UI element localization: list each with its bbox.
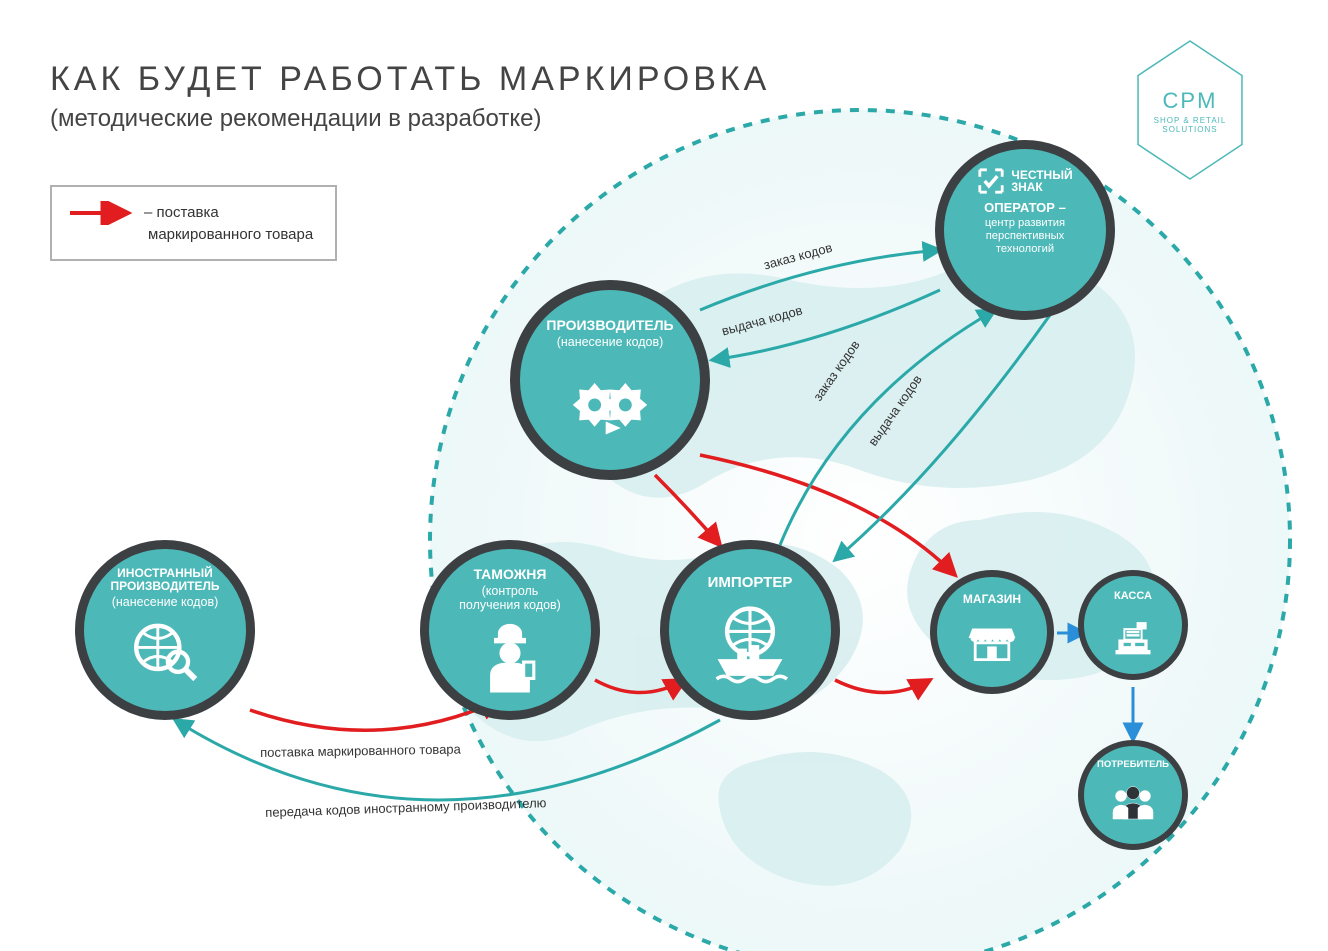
node-shop: МАГАЗИН [930, 570, 1054, 694]
edge-importer-to-shop-red [835, 680, 930, 693]
node-operator-desc: центр развитияперспективныхтехнологий [985, 217, 1065, 256]
customs-icon [471, 618, 549, 696]
globe-search-icon [129, 615, 201, 687]
page-title: КАК БУДЕТ РАБОТАТЬ МАРКИРОВКА [50, 60, 770, 99]
node-foreign-subtitle: (нанесение кодов) [112, 595, 218, 609]
node-customs-subtitle: (контрольполучения кодов) [459, 584, 561, 612]
node-cash: КАССА [1078, 570, 1188, 680]
node-consumer-title: ПОТРЕБИТЕЛЬ [1097, 760, 1169, 770]
operator-brand: ЧЕСТНЫЙ3НАК [977, 167, 1072, 195]
node-producer-subtitle: (нанесение кодов) [557, 335, 663, 349]
ship-globe-icon [706, 598, 794, 686]
node-consumer: ПОТРЕБИТЕЛЬ [1078, 740, 1188, 850]
node-foreign-title: ИНОСТРАННЫЙПРОИЗВОДИТЕЛЬ [110, 567, 219, 593]
edge-producer-importer-red [655, 475, 720, 545]
people-icon [1108, 776, 1158, 826]
node-importer: ИМПОРТЕР [660, 540, 840, 720]
edge-importer-to-foreign-teal [175, 720, 720, 800]
cash-icon [1109, 608, 1157, 656]
legend-arrow-icon [68, 201, 138, 225]
node-operator-title: ОПЕРАТОР – [984, 201, 1066, 215]
legend-text-line2: маркированного товара [148, 225, 313, 245]
shop-icon [964, 612, 1020, 668]
node-producer-title: ПРОИЗВОДИТЕЛЬ [546, 318, 673, 333]
node-shop-title: МАГАЗИН [963, 593, 1021, 606]
node-importer-title: ИМПОРТЕР [708, 575, 793, 592]
cpm-hex-text: CPMSHOP & RETAILSOLUTIONS [1132, 88, 1248, 134]
node-customs: ТАМОЖНЯ (контрольполучения кодов) [420, 540, 600, 720]
node-customs-title: ТАМОЖНЯ [474, 567, 547, 582]
edge-customs-to-importer-red [595, 680, 685, 693]
legend-text-line1: – поставка [144, 204, 219, 221]
node-cash-title: КАССА [1114, 590, 1152, 602]
edge-producer-to-op-order [700, 250, 940, 310]
gears-icon [562, 355, 658, 451]
node-operator: ЧЕСТНЫЙ3НАК ОПЕРАТОР – центр развитияперсп… [935, 140, 1115, 320]
node-producer: ПРОИЗВОДИТЕЛЬ (нанесение кодов) [510, 280, 710, 480]
node-foreign: ИНОСТРАННЫЙПРОИЗВОДИТЕЛЬ (нанесение кодов… [75, 540, 255, 720]
page-subtitle: (методические рекомендации в разработке) [50, 105, 541, 133]
legend-box: – поставка маркированного товара [50, 185, 337, 261]
